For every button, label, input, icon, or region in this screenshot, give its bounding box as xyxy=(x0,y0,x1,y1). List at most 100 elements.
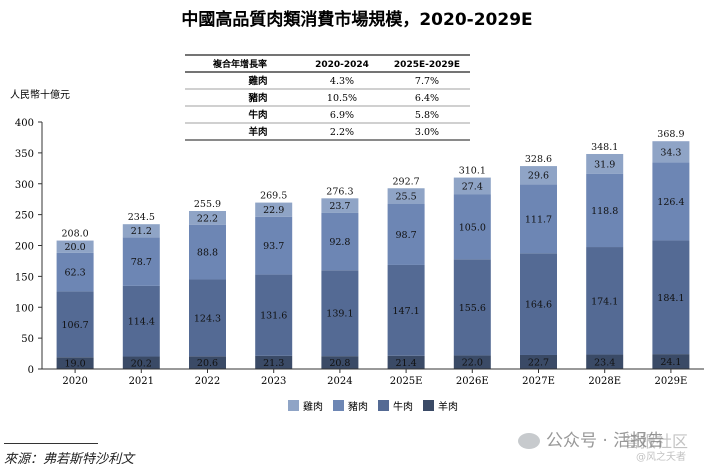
legend-label: 雞肉 xyxy=(303,400,323,413)
data-label: 24.1 xyxy=(660,357,681,368)
bar-segment xyxy=(321,356,359,369)
watermark-text: 公众号 · 活报告 xyxy=(546,431,665,451)
watermark-corner: 誉报社区 xyxy=(624,432,689,451)
data-label: 21.2 xyxy=(131,226,152,237)
table-cell: 牛肉 xyxy=(248,109,267,121)
data-label: 29.6 xyxy=(528,171,549,182)
table-cell: 5.8% xyxy=(415,110,439,121)
data-label: 105.0 xyxy=(459,222,486,233)
table-cell: 6.9% xyxy=(330,110,354,121)
x-tick-label: 2026E xyxy=(456,376,489,387)
table-cell: 雞肉 xyxy=(247,75,267,87)
total-label: 368.9 xyxy=(657,129,684,140)
table-cell: 4.3% xyxy=(330,76,354,87)
data-label: 20.2 xyxy=(131,358,152,369)
data-label: 21.4 xyxy=(396,358,417,369)
data-label: 20.8 xyxy=(329,358,350,369)
data-label: 106.7 xyxy=(61,320,88,331)
y-tick-label: 250 xyxy=(15,211,34,222)
data-label: 23.4 xyxy=(594,357,615,368)
bar-segment xyxy=(453,259,491,356)
data-label: 124.3 xyxy=(194,313,221,324)
table-cell: 2.2% xyxy=(330,127,354,138)
bar-segment xyxy=(122,237,160,286)
table-cell: 7.7% xyxy=(415,76,439,87)
data-label: 184.1 xyxy=(657,293,684,304)
bar-segment xyxy=(56,240,94,253)
wechat-icon xyxy=(518,433,540,449)
y-tick-label: 200 xyxy=(15,242,34,253)
data-label: 114.4 xyxy=(128,317,155,328)
bar-segment xyxy=(520,354,557,369)
chart-title: 中國高品質肉類消費市場規模，2020-2029E xyxy=(181,9,532,30)
x-tick-label: 2027E xyxy=(522,376,555,387)
bar-segment xyxy=(255,202,293,217)
y-axis-label: 人民幣十億元 xyxy=(10,88,70,101)
bar-segment xyxy=(652,162,690,241)
data-label: 131.6 xyxy=(260,311,287,322)
data-label: 155.6 xyxy=(459,303,486,314)
bar-segment xyxy=(122,285,160,357)
bar-segment xyxy=(56,357,94,369)
cagr-table: 複合年增長率 2020-2024 2025E-2029E 雞肉 4.3% 7.7% 豬肉 10… xyxy=(185,54,470,141)
bar-segment xyxy=(586,247,624,355)
x-tick-label: 2029E xyxy=(655,376,688,387)
total-label: 348.1 xyxy=(591,142,618,153)
bar-segment xyxy=(387,264,425,356)
data-label: 147.1 xyxy=(392,306,419,317)
bar-segment xyxy=(387,204,425,265)
y-tick-label: 400 xyxy=(15,118,34,129)
data-label: 22.0 xyxy=(462,358,483,369)
legend-swatch xyxy=(423,400,434,411)
data-label: 126.4 xyxy=(657,197,684,208)
bar-segment xyxy=(453,177,491,195)
legend-label: 羊肉 xyxy=(438,400,458,413)
bar-segment xyxy=(56,291,94,358)
bar-segment xyxy=(652,141,690,163)
table-header-cell: 2025E-2029E xyxy=(394,60,460,70)
bar-segment xyxy=(321,198,359,213)
y-tick-label: 50 xyxy=(21,334,34,345)
data-label: 62.3 xyxy=(65,268,86,279)
bar-segment xyxy=(255,274,293,356)
watermark-sub: @风之夭者 xyxy=(636,452,686,463)
bar-segment xyxy=(586,354,624,369)
table-header-cell: 複合年增長率 xyxy=(212,58,267,70)
bar-segment xyxy=(586,153,624,174)
bar-segment xyxy=(453,194,491,260)
x-tick-label: 2020 xyxy=(62,376,87,387)
data-label: 111.7 xyxy=(525,214,552,225)
bar-segment xyxy=(520,184,557,254)
data-label: 27.4 xyxy=(462,182,483,193)
data-label: 34.3 xyxy=(660,147,681,158)
legend-label: 豬肉 xyxy=(348,400,368,413)
total-label: 310.1 xyxy=(459,166,486,177)
bar-segment xyxy=(520,253,557,355)
table-cell: 豬肉 xyxy=(247,92,267,104)
bars: 19.0 106.7 62.3 20.0 208.0 20.2 114.4 78.7 21.2 2… xyxy=(56,129,690,370)
data-label: 23.7 xyxy=(329,201,350,212)
bar-segment xyxy=(255,216,293,275)
total-label: 292.7 xyxy=(392,176,419,187)
x-tick-label: 2023 xyxy=(261,376,286,387)
bar-segment xyxy=(321,270,359,357)
x-axis: 2020 2021 2022 2023 2024 2025E 2026E 2027E 2028E… xyxy=(42,368,704,387)
bar-segment xyxy=(652,354,690,369)
data-label: 22.9 xyxy=(263,205,284,216)
x-tick-label: 2022 xyxy=(195,376,220,387)
bar-segment xyxy=(122,224,160,238)
bar-segment xyxy=(189,210,226,225)
total-label: 269.5 xyxy=(260,191,287,202)
bar-segment xyxy=(255,355,293,369)
legend-swatch xyxy=(333,400,344,411)
y-tick-label: 100 xyxy=(15,303,34,314)
table-cell: 10.5% xyxy=(327,93,357,104)
y-tick-label: 150 xyxy=(15,272,34,283)
data-label: 22.7 xyxy=(528,357,549,368)
bar-segment xyxy=(652,240,690,355)
total-label: 328.6 xyxy=(525,154,552,165)
data-label: 21.3 xyxy=(263,358,284,369)
table-cell: 3.0% xyxy=(415,127,439,138)
bar-segment xyxy=(453,355,491,369)
y-tick-label: 300 xyxy=(15,180,34,191)
